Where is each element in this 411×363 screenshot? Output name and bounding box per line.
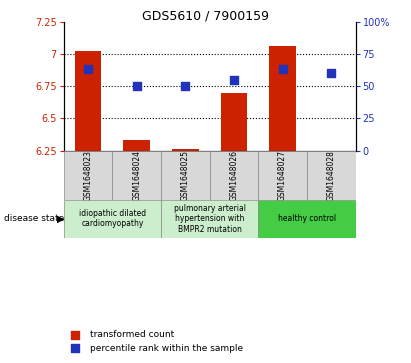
Bar	[112, 151, 161, 200]
Bar	[64, 151, 112, 200]
Bar	[258, 200, 356, 238]
Text: pulmonary arterial
hypertension with
BMPR2 mutation: pulmonary arterial hypertension with BMP…	[173, 204, 246, 234]
Point	[328, 70, 335, 76]
Bar	[258, 151, 307, 200]
Text: GSM1648027: GSM1648027	[278, 150, 287, 201]
Point	[85, 66, 91, 72]
Text: GSM1648025: GSM1648025	[181, 150, 190, 201]
Text: GDS5610 / 7900159: GDS5610 / 7900159	[142, 9, 269, 22]
Text: disease state: disease state	[4, 214, 65, 223]
Bar	[64, 200, 161, 238]
Point	[279, 66, 286, 72]
Text: GSM1648026: GSM1648026	[229, 150, 238, 201]
Bar	[307, 151, 356, 200]
Point	[231, 77, 237, 83]
Text: idiopathic dilated
cardiomyopathy: idiopathic dilated cardiomyopathy	[79, 209, 146, 228]
Point	[134, 83, 140, 89]
Bar	[161, 200, 258, 238]
Point	[72, 332, 79, 338]
Bar	[221, 93, 247, 151]
Bar	[161, 151, 210, 200]
Text: GSM1648028: GSM1648028	[327, 150, 336, 201]
Text: healthy control: healthy control	[278, 214, 336, 223]
Text: ▶: ▶	[57, 214, 64, 224]
Bar	[172, 149, 199, 151]
Text: GSM1648023: GSM1648023	[83, 150, 92, 201]
Bar	[269, 46, 296, 151]
Bar	[123, 140, 150, 151]
Point	[182, 83, 189, 89]
Bar	[210, 151, 258, 200]
Point	[72, 346, 79, 351]
Text: transformed count: transformed count	[90, 330, 174, 339]
Bar	[75, 52, 102, 151]
Text: GSM1648024: GSM1648024	[132, 150, 141, 201]
Text: percentile rank within the sample: percentile rank within the sample	[90, 344, 243, 353]
